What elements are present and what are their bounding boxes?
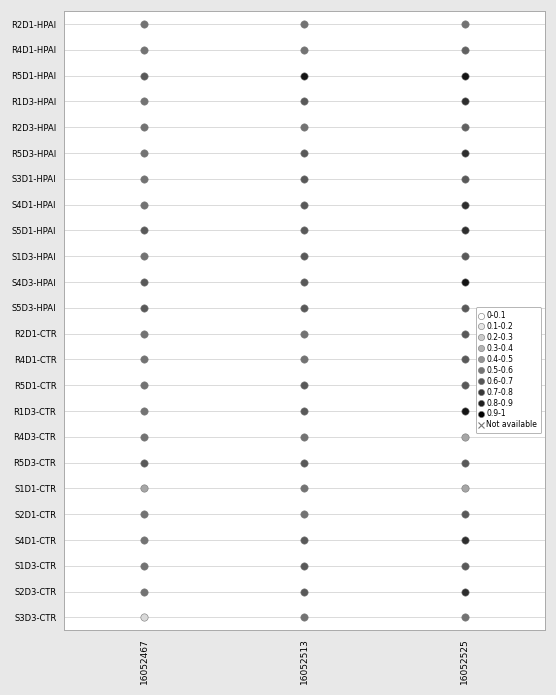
Point: [460, 405, 469, 416]
Point: [460, 509, 469, 520]
Point: [140, 199, 148, 210]
Point: [140, 70, 148, 81]
Point: [140, 483, 148, 494]
Point: [460, 612, 469, 623]
Point: [300, 302, 309, 313]
Point: [300, 122, 309, 133]
Point: [140, 379, 148, 391]
Point: [460, 534, 469, 546]
Point: [460, 147, 469, 158]
Point: [140, 302, 148, 313]
Point: [460, 379, 469, 391]
Point: [140, 19, 148, 30]
Point: [460, 302, 469, 313]
Point: [460, 199, 469, 210]
Point: [140, 277, 148, 288]
Point: [140, 354, 148, 365]
Legend: 0-0.1, 0.1-0.2, 0.2-0.3, 0.3-0.4, 0.4-0.5, 0.5-0.6, 0.6-0.7, 0.7-0.8, 0.8-0.9, 0: 0-0.1, 0.1-0.2, 0.2-0.3, 0.3-0.4, 0.4-0.…: [476, 307, 541, 433]
Point: [300, 405, 309, 416]
Point: [300, 19, 309, 30]
Point: [300, 509, 309, 520]
Point: [460, 44, 469, 56]
Point: [300, 96, 309, 107]
Point: [460, 586, 469, 597]
Point: [140, 96, 148, 107]
Point: [460, 225, 469, 236]
Point: [140, 44, 148, 56]
Point: [140, 560, 148, 571]
Point: [460, 432, 469, 443]
Point: [140, 225, 148, 236]
Point: [140, 457, 148, 468]
Point: [300, 432, 309, 443]
Point: [300, 534, 309, 546]
Point: [140, 534, 148, 546]
Point: [140, 432, 148, 443]
Point: [140, 612, 148, 623]
Point: [300, 277, 309, 288]
Point: [460, 122, 469, 133]
Point: [460, 70, 469, 81]
Point: [300, 147, 309, 158]
Point: [300, 379, 309, 391]
Point: [140, 122, 148, 133]
Point: [300, 560, 309, 571]
Point: [140, 509, 148, 520]
Point: [300, 483, 309, 494]
Point: [460, 277, 469, 288]
Point: [460, 251, 469, 262]
Point: [300, 457, 309, 468]
Point: [140, 251, 148, 262]
Point: [140, 173, 148, 184]
Point: [300, 44, 309, 56]
Point: [460, 328, 469, 339]
Point: [140, 328, 148, 339]
Point: [460, 19, 469, 30]
Point: [300, 612, 309, 623]
Point: [140, 586, 148, 597]
Point: [300, 328, 309, 339]
Point: [300, 586, 309, 597]
Point: [300, 173, 309, 184]
Point: [460, 173, 469, 184]
Point: [140, 405, 148, 416]
Point: [300, 251, 309, 262]
Point: [300, 354, 309, 365]
Point: [460, 560, 469, 571]
Point: [300, 70, 309, 81]
Point: [460, 483, 469, 494]
Point: [460, 96, 469, 107]
Point: [300, 199, 309, 210]
Point: [460, 457, 469, 468]
Point: [300, 225, 309, 236]
Point: [140, 147, 148, 158]
Point: [460, 354, 469, 365]
